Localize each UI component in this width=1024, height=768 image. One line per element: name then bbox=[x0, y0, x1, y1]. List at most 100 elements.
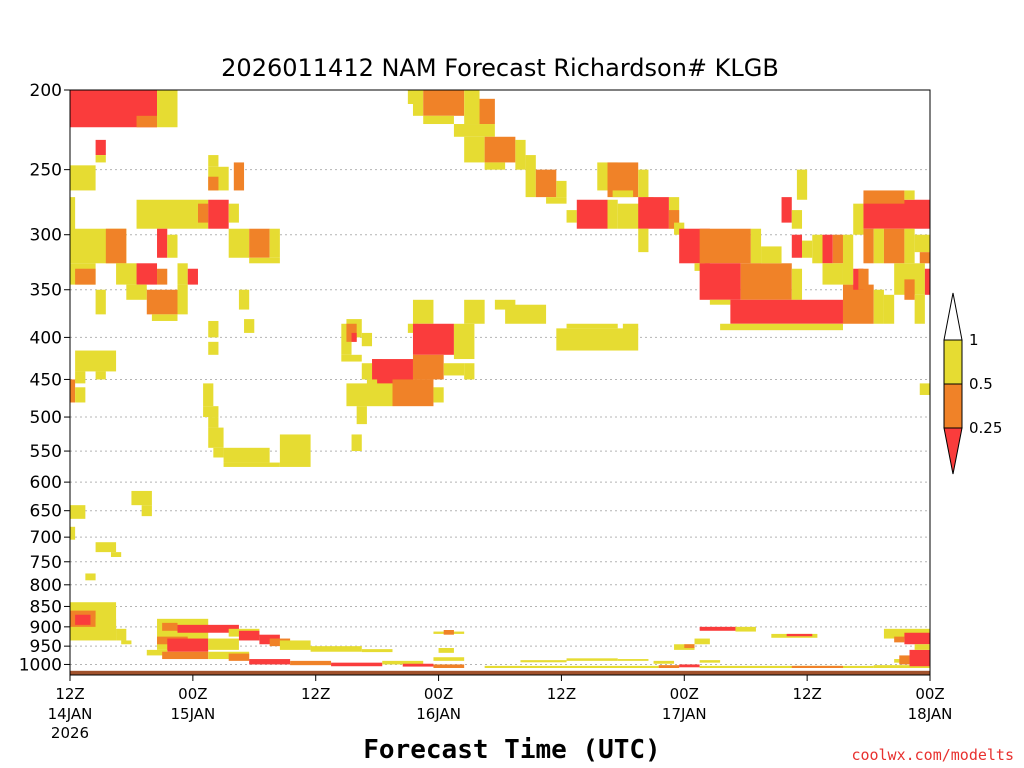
ri-cell-52 bbox=[546, 197, 567, 204]
ri-cell-25 bbox=[75, 268, 96, 285]
y-tick-label-900: 900 bbox=[30, 618, 62, 638]
ri-cell-81 bbox=[791, 210, 803, 229]
colorbar-top-arrow bbox=[943, 292, 963, 341]
ri-cell-43 bbox=[479, 98, 495, 125]
ri-cell-31 bbox=[95, 289, 106, 315]
ri-cell-71 bbox=[699, 263, 741, 300]
ri-cell-200 bbox=[699, 626, 736, 631]
ri-cell-198 bbox=[684, 644, 695, 649]
colorbar-swatch-orange bbox=[943, 383, 963, 429]
ri-cell-74 bbox=[791, 268, 803, 300]
ri-cell-92 bbox=[853, 203, 864, 235]
ri-cell-91 bbox=[796, 169, 808, 200]
ri-cell-76 bbox=[730, 299, 843, 324]
ri-cell-37 bbox=[208, 320, 219, 338]
colorbar-label-2: 0.25 bbox=[969, 419, 1002, 437]
ri-cell-114 bbox=[464, 299, 485, 324]
colorbar-swatch-yellow bbox=[943, 339, 963, 385]
ri-cell-150 bbox=[131, 490, 152, 506]
x-tick-hour-1: 00Z bbox=[178, 685, 207, 703]
ri-cell-84 bbox=[812, 234, 823, 264]
x-tick-date-0: 14JAN bbox=[48, 705, 93, 723]
ri-cell-72 bbox=[740, 263, 792, 300]
colorbar-bottom-arrow bbox=[943, 427, 963, 475]
ri-cell-50 bbox=[535, 169, 557, 198]
ri-cell-108 bbox=[341, 354, 362, 362]
ri-cell-69 bbox=[750, 228, 762, 264]
ri-cell-29 bbox=[177, 263, 188, 285]
ri-cell-204 bbox=[699, 660, 721, 663]
ri-cell-195 bbox=[679, 664, 700, 668]
credit-link[interactable]: coolwx.com/modelts bbox=[851, 746, 1014, 764]
ri-cell-16 bbox=[70, 197, 76, 235]
ri-cell-178 bbox=[208, 651, 250, 660]
ri-cell-79 bbox=[720, 323, 843, 331]
y-tick-label-800: 800 bbox=[30, 576, 62, 596]
y-tick-label-450: 450 bbox=[30, 370, 62, 390]
ri-cell-28 bbox=[157, 268, 168, 285]
ri-cell-190 bbox=[520, 660, 567, 663]
ri-cell-137 bbox=[70, 379, 76, 403]
ri-cell-151 bbox=[141, 505, 152, 517]
colorbar-label-0: 1 bbox=[969, 331, 979, 349]
ri-cell-94 bbox=[863, 190, 905, 204]
ri-cell-41 bbox=[423, 115, 454, 125]
ri-cell-140 bbox=[203, 383, 214, 407]
x-tick-date-5: 17JAN bbox=[662, 705, 707, 723]
ri-cell-117 bbox=[453, 323, 475, 360]
ri-cell-44 bbox=[453, 124, 495, 137]
ri-cell-180 bbox=[249, 659, 291, 665]
ri-cell-215 bbox=[919, 383, 930, 395]
ri-cell-103 bbox=[924, 268, 930, 295]
x-tick-hour-7: 00Z bbox=[915, 685, 944, 703]
ri-cell-106 bbox=[883, 294, 895, 324]
colorbar-legend: 1 0.5 0.25 bbox=[943, 292, 1002, 475]
ri-cell-23 bbox=[249, 257, 280, 264]
ri-cell-58 bbox=[576, 199, 608, 229]
ri-cell-64 bbox=[638, 228, 649, 253]
ri-cell-189 bbox=[433, 664, 465, 669]
y-tick-label-700: 700 bbox=[30, 528, 62, 548]
ri-cell-138 bbox=[75, 387, 86, 403]
ri-cell-73 bbox=[761, 246, 782, 264]
ri-cell-162 bbox=[121, 640, 132, 645]
ri-cell-33 bbox=[146, 289, 178, 315]
ri-cell-128 bbox=[361, 363, 373, 380]
colorbar-label-1: 0.5 bbox=[969, 375, 993, 393]
ri-cell-8 bbox=[208, 176, 219, 191]
ri-cell-167 bbox=[167, 638, 209, 652]
ri-cell-66 bbox=[674, 222, 685, 235]
ri-cell-127 bbox=[464, 363, 475, 380]
ri-cell-129 bbox=[366, 379, 378, 388]
y-tick-label-950: 950 bbox=[30, 637, 62, 657]
ri-cell-203 bbox=[786, 633, 813, 637]
ri-cell-144 bbox=[213, 447, 224, 458]
ri-cell-68 bbox=[699, 228, 751, 264]
ri-cell-90 bbox=[822, 263, 843, 285]
ri-cell-207 bbox=[873, 665, 930, 669]
y-tick-label-200: 200 bbox=[30, 81, 62, 101]
ri-cell-194 bbox=[658, 665, 680, 669]
ri-cell-188 bbox=[443, 630, 454, 635]
ri-cell-120 bbox=[556, 328, 639, 351]
ri-cell-199 bbox=[694, 638, 710, 645]
ri-cell-177 bbox=[361, 649, 393, 653]
ri-cell-153 bbox=[70, 526, 76, 540]
y-axis: 200 250 300 350 400 450 500 550 600 650 700 750 8008… bbox=[19, 81, 70, 675]
ri-cell-146 bbox=[223, 462, 280, 467]
ri-cell-99 bbox=[904, 228, 915, 264]
ri-cell-27 bbox=[136, 263, 158, 285]
ri-cell-57 bbox=[566, 210, 577, 223]
ri-cell-183 bbox=[382, 660, 424, 665]
ri-cell-65 bbox=[668, 210, 680, 229]
ri-cell-42 bbox=[464, 90, 480, 125]
ri-cell-184 bbox=[402, 663, 434, 667]
ri-cell-170 bbox=[208, 638, 239, 650]
ri-cell-17 bbox=[105, 228, 127, 264]
ri-cell-172 bbox=[238, 630, 260, 641]
ri-cell-130 bbox=[392, 379, 434, 407]
x-axis-label: Forecast Time (UTC) bbox=[363, 735, 660, 765]
ri-cell-135 bbox=[75, 350, 117, 372]
ri-cell-113 bbox=[412, 299, 434, 324]
